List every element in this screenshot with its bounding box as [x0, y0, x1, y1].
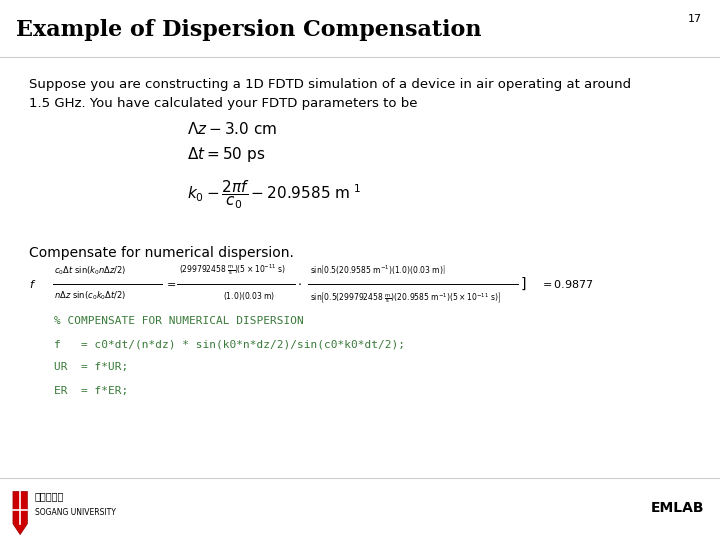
Text: $k_0 - \dfrac{2\pi f}{c_0} - 20.9585\ \mathrm{m}^{\ 1}$: $k_0 - \dfrac{2\pi f}{c_0} - 20.9585\ \m…	[187, 178, 361, 211]
Text: $f$: $f$	[29, 278, 36, 289]
Text: Example of Dispersion Compensation: Example of Dispersion Compensation	[16, 19, 482, 40]
Text: $\cdot$: $\cdot$	[297, 277, 302, 290]
Text: $\Delta t = 50\ \mathrm{ps}$: $\Delta t = 50\ \mathrm{ps}$	[187, 145, 266, 164]
Text: EMLAB: EMLAB	[651, 501, 704, 515]
Text: Suppose you are constructing a 1D FDTD simulation of a device in air operating a: Suppose you are constructing a 1D FDTD s…	[29, 78, 631, 91]
Text: ER  = f*ER;: ER = f*ER;	[54, 386, 128, 396]
Text: 서강대학교: 서강대학교	[35, 491, 64, 502]
Text: $]$: $]$	[520, 275, 526, 292]
Text: % COMPENSATE FOR NUMERICAL DISPERSION: % COMPENSATE FOR NUMERICAL DISPERSION	[54, 316, 304, 326]
Text: $= 0.9877$: $= 0.9877$	[540, 278, 593, 289]
Text: $c_0\Delta t\ \sin(k_0 n\Delta z/2)$: $c_0\Delta t\ \sin(k_0 n\Delta z/2)$	[54, 265, 126, 277]
Text: $\sin\!\left[0.5(299792458\ \frac{\mathrm{m}}{\mathrm{s}})(20.9585\ \mathrm{m}^{: $\sin\!\left[0.5(299792458\ \frac{\mathr…	[310, 290, 500, 305]
Text: SOGANG UNIVERSITY: SOGANG UNIVERSITY	[35, 508, 115, 517]
Text: 1.5 GHz. You have calculated your FDTD parameters to be: 1.5 GHz. You have calculated your FDTD p…	[29, 97, 418, 110]
Text: Compensate for numerical dispersion.: Compensate for numerical dispersion.	[29, 246, 294, 260]
Text: $(1.0)(0.03\ \mathrm{m})$: $(1.0)(0.03\ \mathrm{m})$	[223, 290, 276, 302]
Text: f   = c0*dt/(n*dz) * sin(k0*n*dz/2)/sin(c0*k0*dt/2);: f = c0*dt/(n*dz) * sin(k0*n*dz/2)/sin(c0…	[54, 339, 405, 349]
Text: UR  = f*UR;: UR = f*UR;	[54, 362, 128, 373]
Text: $=$: $=$	[164, 279, 176, 288]
Polygon shape	[13, 491, 27, 535]
Text: $\Lambda z - 3.0\ \mathrm{cm}$: $\Lambda z - 3.0\ \mathrm{cm}$	[187, 120, 277, 137]
Text: $n\Delta z\ \sin(c_0 k_0\Delta t/2)$: $n\Delta z\ \sin(c_0 k_0\Delta t/2)$	[54, 290, 126, 302]
Text: $(299792458\ \frac{\mathrm{m}}{\mathrm{s}})(5\times10^{-11}\ \mathrm{s})$: $(299792458\ \frac{\mathrm{m}}{\mathrm{s…	[179, 262, 286, 277]
Text: 17: 17	[688, 14, 702, 24]
Text: $\sin\!\left[0.5(20.9585\ \mathrm{m}^{-1})(1.0)(0.03\ \mathrm{m})\right]$: $\sin\!\left[0.5(20.9585\ \mathrm{m}^{-1…	[310, 264, 445, 277]
